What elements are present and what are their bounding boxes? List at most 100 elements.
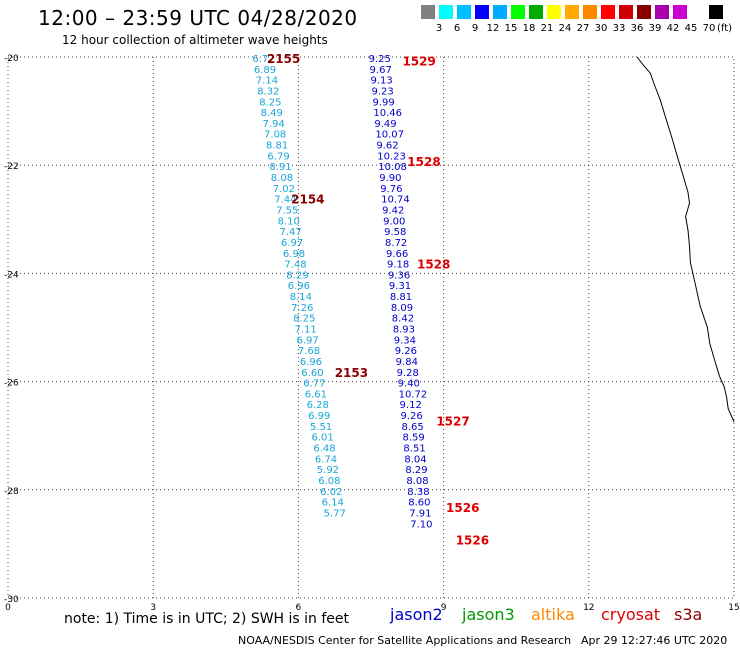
- cryosat-swh-value: 6.01: [311, 433, 333, 444]
- cryosat-swh-value: 7.47: [280, 227, 302, 238]
- legend-swatch: [709, 5, 723, 19]
- jason2-swh-value: 8.42: [392, 314, 414, 325]
- cryosat-swh-value: 6.02: [320, 487, 342, 498]
- cryosat-swh-value: 7.26: [291, 303, 313, 314]
- y-tick-label: -30: [4, 595, 19, 605]
- legend-label: 24: [558, 23, 572, 34]
- legend-label: 33: [612, 23, 626, 34]
- jason2-swh-value: 8.59: [402, 433, 424, 444]
- satellite-name-s3a: s3a: [674, 605, 703, 624]
- cryosat-swh-value: 8.49: [261, 108, 283, 119]
- cryosat-swh-value: 7.08: [264, 130, 286, 141]
- cryosat-swh-value: 6.89: [254, 65, 276, 76]
- axis-ticks: 0 3 6 9 12 15 -20 -22 -24 -26 -28 -30: [4, 54, 740, 613]
- cryosat-swh-value: 7.14: [256, 76, 278, 87]
- cryosat-swh-value: 8.25: [259, 97, 281, 108]
- legend-swatch: [601, 5, 615, 19]
- jason2-swh-value: 9.90: [379, 173, 401, 184]
- cryosat-swh-value: 5.77: [324, 508, 346, 519]
- legend-label: 36: [630, 23, 644, 34]
- cryosat-swh-value: 6.79: [267, 151, 289, 162]
- satellite-name-jason3: jason3: [462, 605, 515, 624]
- cryosat-swh-value: 6.97: [281, 238, 303, 249]
- jason2-swh-value: 8.51: [403, 444, 425, 455]
- cryosat-swh-value: 8.91: [269, 162, 291, 173]
- cryosat-swh-value: 7.68: [298, 346, 320, 357]
- jason2-swh-value: 8.29: [405, 465, 427, 476]
- pass-time-label: 2153: [335, 366, 368, 380]
- legend-label: 6: [453, 23, 461, 34]
- legend-swatch: [457, 5, 471, 19]
- jason2-swh-value: 9.99: [372, 97, 394, 108]
- legend-label: 15: [504, 23, 518, 34]
- legend-swatch: [475, 5, 489, 19]
- cryosat-swh-value: 5.51: [310, 422, 332, 433]
- legend-label: 27: [576, 23, 590, 34]
- cryosat-swh-value: 7.02: [273, 184, 295, 195]
- cryosat-swh-value: 7.48: [284, 260, 306, 271]
- y-tick-label: -20: [4, 54, 19, 64]
- cryosat-swh-value: 6.14: [322, 498, 344, 509]
- cryosat-swh-value: 6.74: [315, 454, 337, 465]
- x-tick-label: 3: [150, 603, 156, 613]
- x-tick-label: 0: [5, 603, 11, 613]
- jason2-swh-value: 8.65: [401, 422, 423, 433]
- legend-swatch: [655, 5, 669, 19]
- legend-label: 45: [684, 23, 698, 34]
- jason2-swh-value: 8.38: [407, 487, 429, 498]
- legend-swatch: [619, 5, 633, 19]
- jason2-swh-value: 9.67: [370, 65, 392, 76]
- jason2-swh-value: 9.58: [384, 227, 406, 238]
- cryosat-swh-value: 6.60: [301, 368, 323, 379]
- x-tick-label: 12: [583, 603, 594, 613]
- jason2-swh-value: 9.66: [386, 249, 408, 260]
- jason2-swh-value: 9.84: [396, 357, 418, 368]
- cryosat-swh-value: 6.99: [308, 411, 330, 422]
- legend-swatch: [565, 5, 579, 19]
- cryosat-swh-value: 7.11: [295, 325, 317, 336]
- credit-text: NOAA/NESDIS Center for Satellite Applica…: [238, 634, 572, 647]
- timestamp-text: Apr 29 12:27:46 UTC 2020: [581, 634, 728, 647]
- legend-label: 30: [594, 23, 608, 34]
- pass-time-label: 1528: [407, 155, 440, 169]
- y-tick-label: -26: [4, 379, 19, 389]
- cryosat-swh-value: 5.92: [317, 465, 339, 476]
- map-subtitle: 12 hour collection of altimeter wave hei…: [62, 33, 328, 47]
- jason2-swh-value: 9.23: [371, 86, 393, 97]
- jason2-swh-value: 10.72: [399, 389, 428, 400]
- coastline: [636, 56, 735, 423]
- cryosat-swh-value: 7.94: [263, 119, 285, 130]
- jason2-swh-value: 9.31: [389, 281, 411, 292]
- legend-label: 39: [648, 23, 662, 34]
- cryosat-swh-value: 8.08: [271, 173, 293, 184]
- jason2-swh-value: 10.23: [377, 151, 406, 162]
- jason2-swh-value: 8.04: [404, 454, 426, 465]
- cryosat-swh-value: 6.77: [303, 379, 325, 390]
- cryosat-swh-value: 6.96: [288, 281, 310, 292]
- jason2-swh-value: 9.13: [371, 76, 393, 87]
- legend-unit: (ft): [717, 23, 733, 34]
- lat-lon-grid: [7, 56, 735, 599]
- jason2-swh-value: 9.12: [400, 400, 422, 411]
- legend-swatch: [637, 5, 651, 19]
- y-tick-label: -24: [4, 270, 19, 280]
- jason2-swh-value: 8.60: [408, 498, 430, 509]
- cryosat-swh-value: 7.44: [274, 195, 296, 206]
- jason2-swh-value: 9.34: [394, 335, 416, 346]
- jason2-swh-value: 9.26: [395, 346, 417, 357]
- pass-time-label: 2154: [291, 193, 324, 207]
- jason2-swh-value: 10.07: [375, 130, 404, 141]
- cryosat-swh-value: 8.29: [286, 270, 308, 281]
- legend-swatch: [529, 5, 543, 19]
- legend-swatch: [691, 5, 705, 19]
- cryosat-swh-value: 8.81: [266, 141, 288, 152]
- jason2-swh-value: 8.81: [390, 292, 412, 303]
- legend-swatch: [439, 5, 453, 19]
- jason2-swh-value: 10.46: [373, 108, 402, 119]
- jason2-swh-value: 9.49: [374, 119, 396, 130]
- pass-time-label: 2155: [267, 52, 300, 66]
- jason2-swh-value: 9.76: [380, 184, 402, 195]
- legend-label: 12: [486, 23, 500, 34]
- legend-swatch: [583, 5, 597, 19]
